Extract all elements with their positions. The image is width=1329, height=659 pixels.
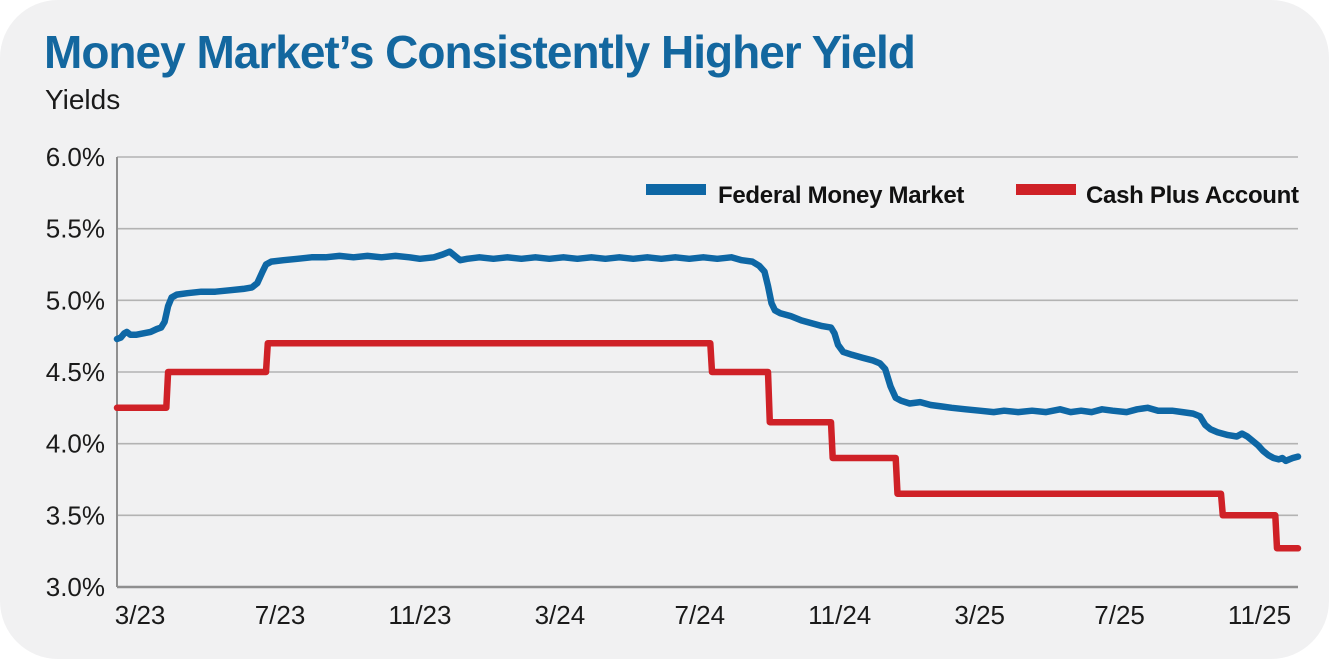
legend: Federal Money Market Cash Plus Account xyxy=(646,182,1299,209)
x-tick-label: 7/25 xyxy=(1094,600,1145,630)
y-tick-label: 4.0% xyxy=(46,429,105,459)
x-tick-label: 3/23 xyxy=(115,600,166,630)
series-lines xyxy=(113,248,1302,552)
series-line-cash-plus-account xyxy=(113,340,1302,552)
legend-label-federal-money-market: Federal Money Market xyxy=(718,182,964,209)
tick-labels: 3.0% 3.5% 4.0% 4.5% 5.0% 5.5% 6.0% 3/23 7/23 11/2… xyxy=(46,142,1291,630)
y-tick-label: 5.5% xyxy=(46,214,105,244)
axes xyxy=(116,157,1298,589)
chart-title: Money Market’s Consistently Higher Yield xyxy=(44,26,916,78)
x-tick-label: 7/24 xyxy=(674,600,725,630)
y-tick-label: 3.5% xyxy=(46,500,105,530)
y-tick-label: 3.0% xyxy=(46,572,105,602)
x-tick-label: 11/23 xyxy=(388,600,451,630)
x-tick-label: 11/25 xyxy=(1228,600,1291,630)
series-line-federal-money-market xyxy=(113,248,1302,465)
legend-label-cash-plus-account: Cash Plus Account xyxy=(1086,182,1299,209)
y-tick-label: 6.0% xyxy=(46,142,105,172)
x-tick-label: 11/24 xyxy=(808,600,871,630)
gridlines xyxy=(117,156,1298,588)
y-tick-label: 5.0% xyxy=(46,285,105,315)
x-tick-label: 3/24 xyxy=(535,600,586,630)
x-tick-label: 3/25 xyxy=(954,600,1005,630)
y-tick-label: 4.5% xyxy=(46,357,105,387)
chart-subtitle: Yields xyxy=(45,84,121,115)
legend-swatch-federal-money-market xyxy=(646,184,706,195)
legend-swatch-cash-plus-account xyxy=(1016,184,1076,195)
x-tick-label: 7/23 xyxy=(255,600,306,630)
